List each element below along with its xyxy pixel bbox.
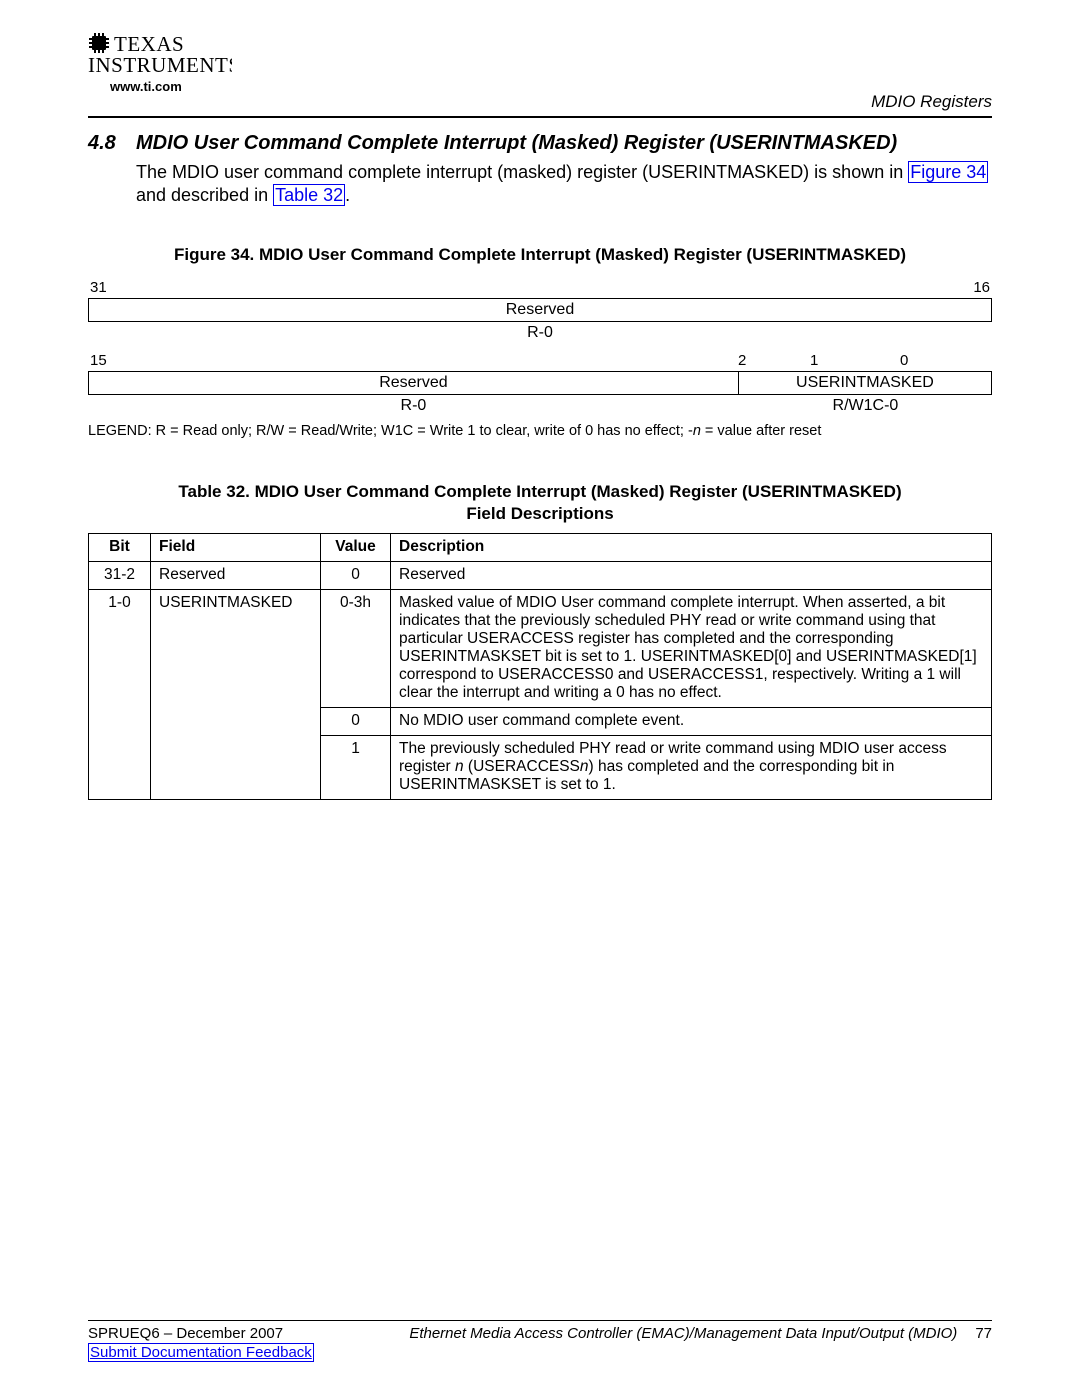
register-access-row2: R-0 R/W1C-0 <box>88 395 992 417</box>
ti-url: www.ti.com <box>110 79 232 94</box>
cell-empty <box>89 736 151 800</box>
bit-num: 0 <box>900 352 990 369</box>
cell-empty <box>89 708 151 736</box>
cell-value: 0 <box>321 562 391 590</box>
bit-num: 15 <box>90 352 107 369</box>
register-access-hi: R-0 <box>88 322 992 352</box>
page: TEXAS INSTRUMENTS www.ti.com MDIO Regist… <box>0 0 1080 1397</box>
bit-num: 2 <box>738 352 810 369</box>
footer-doc-id: SPRUEQ6 – December 2007 <box>88 1325 283 1342</box>
cell-field: Reserved <box>151 562 321 590</box>
col-header-description: Description <box>391 534 992 562</box>
figure-caption: Figure 34. MDIO User Command Complete In… <box>88 245 992 265</box>
bit-numbers-row1: 31 16 <box>88 279 992 298</box>
bit-num: 1 <box>810 352 900 369</box>
section-number: 4.8 <box>88 132 136 155</box>
field-descriptions-table: Bit Field Value Description 31-2 Reserve… <box>88 533 992 800</box>
submit-feedback-link[interactable]: Submit Documentation Feedback <box>88 1343 314 1362</box>
desc-text: (USERACCESS <box>464 758 580 775</box>
section-body: The MDIO user command complete interrupt… <box>136 161 992 207</box>
cell-description: No MDIO user command complete event. <box>391 708 992 736</box>
legend-text: = value after reset <box>701 423 822 439</box>
bit-num: 31 <box>90 279 130 296</box>
cell-value: 0-3h <box>321 590 391 708</box>
header-section-label: MDIO Registers <box>871 92 992 112</box>
body-text: . <box>345 185 350 205</box>
register-field-userintmasked: USERINTMASKED <box>739 371 992 395</box>
footer-feedback: Submit Documentation Feedback <box>88 1344 992 1361</box>
bit-numbers-row2: 15 2 1 0 <box>88 352 992 371</box>
page-header: TEXAS INSTRUMENTS www.ti.com MDIO Regist… <box>88 30 992 118</box>
logo-text-bottom: INSTRUMENTS <box>88 53 232 77</box>
ti-logo-icon: TEXAS INSTRUMENTS <box>88 30 232 78</box>
table-caption: Table 32. MDIO User Command Complete Int… <box>88 481 992 525</box>
cell-description: Reserved <box>391 562 992 590</box>
cell-field: USERINTMASKED <box>151 590 321 708</box>
table-header-row: Bit Field Value Description <box>89 534 992 562</box>
footer-line: SPRUEQ6 – December 2007 Ethernet Media A… <box>88 1325 992 1342</box>
desc-ital: n <box>580 758 589 775</box>
register-field-reserved-hi: Reserved <box>88 298 992 322</box>
col-header-field: Field <box>151 534 321 562</box>
header-rule <box>88 116 992 118</box>
footer-doc-title: Ethernet Media Access Controller (EMAC)/… <box>283 1325 975 1342</box>
cell-empty <box>151 736 321 800</box>
col-header-bit: Bit <box>89 534 151 562</box>
section-heading: 4.8 MDIO User Command Complete Interrupt… <box>88 132 992 155</box>
footer-page-number: 77 <box>975 1325 992 1342</box>
ti-logo-block: TEXAS INSTRUMENTS www.ti.com <box>88 30 232 94</box>
table-row: 1 The previously scheduled PHY read or w… <box>89 736 992 800</box>
legend-ital: n <box>693 423 701 439</box>
register-access-lo-b: R/W1C-0 <box>739 395 992 417</box>
body-text: The MDIO user command complete interrupt… <box>136 162 908 182</box>
cell-value: 1 <box>321 736 391 800</box>
cell-value: 0 <box>321 708 391 736</box>
bit-num: 16 <box>950 279 990 296</box>
figure-ref-link[interactable]: Figure 34 <box>908 161 988 183</box>
figure-legend: LEGEND: R = Read only; R/W = Read/Write;… <box>88 423 992 439</box>
table-caption-line1: Table 32. MDIO User Command Complete Int… <box>178 482 901 501</box>
cell-empty <box>151 708 321 736</box>
legend-text: LEGEND: R = Read only; R/W = Read/Write;… <box>88 423 693 439</box>
register-access-lo-a: R-0 <box>88 395 739 417</box>
cell-description: Masked value of MDIO User command comple… <box>391 590 992 708</box>
footer-rule <box>88 1320 992 1321</box>
table-row: 0 No MDIO user command complete event. <box>89 708 992 736</box>
table-ref-link[interactable]: Table 32 <box>273 184 345 206</box>
page-footer: SPRUEQ6 – December 2007 Ethernet Media A… <box>88 1320 992 1361</box>
cell-bit: 31-2 <box>89 562 151 590</box>
table-row: 31-2 Reserved 0 Reserved <box>89 562 992 590</box>
svg-text:INSTRUMENTS: INSTRUMENTS <box>88 53 232 77</box>
desc-ital: n <box>455 758 464 775</box>
register-figure: 31 16 Reserved R-0 15 2 1 0 Reserved USE… <box>88 279 992 439</box>
table-row: 1-0 USERINTMASKED 0-3h Masked value of M… <box>89 590 992 708</box>
cell-bit: 1-0 <box>89 590 151 708</box>
register-row2: Reserved USERINTMASKED <box>88 371 992 395</box>
section-title: MDIO User Command Complete Interrupt (Ma… <box>136 132 992 155</box>
cell-description: The previously scheduled PHY read or wri… <box>391 736 992 800</box>
register-field-reserved-lo: Reserved <box>88 371 739 395</box>
col-header-value: Value <box>321 534 391 562</box>
body-text: and described in <box>136 185 273 205</box>
table-caption-line2: Field Descriptions <box>466 504 613 523</box>
